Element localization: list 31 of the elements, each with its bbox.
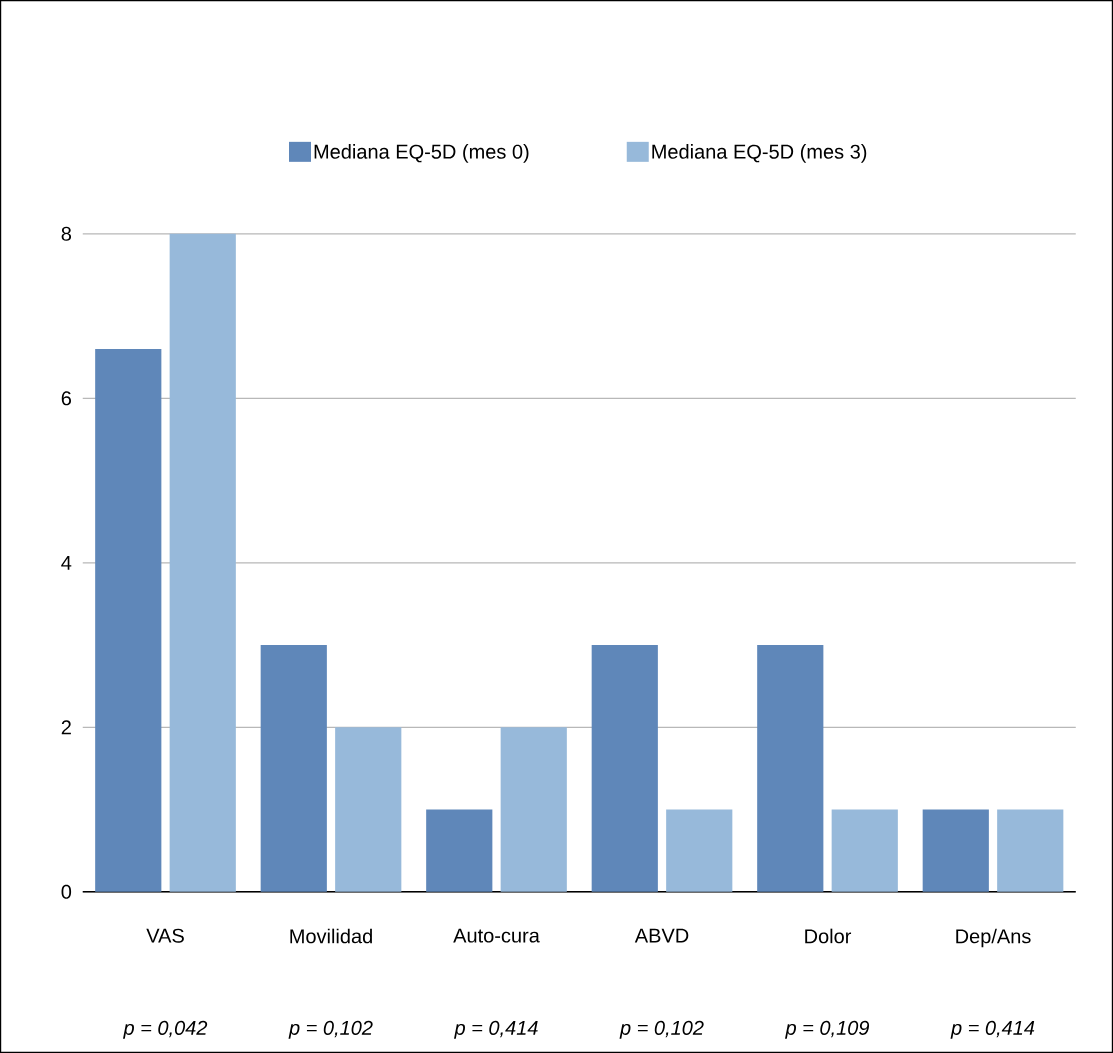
bar — [666, 809, 733, 892]
x-tick-label: ABVD — [634, 928, 689, 943]
text: p = 0,414 — [454, 1020, 538, 1039]
bar — [922, 809, 989, 892]
text: p = 0,414 — [950, 1020, 1035, 1039]
bar — [169, 233, 236, 892]
y-tick-label: 4 — [61, 555, 72, 570]
bar — [831, 809, 898, 892]
bar — [997, 809, 1064, 892]
bar — [260, 645, 327, 892]
text: p = 0,102 — [619, 1020, 704, 1039]
y-tick-label: 0 — [61, 884, 72, 899]
bar — [591, 645, 658, 892]
bar — [95, 348, 162, 892]
x-tick-label: Movilidad — [290, 928, 372, 944]
y-tick-label: 2 — [61, 720, 71, 735]
legend-label: Mediana EQ-5D (mes 3) — [652, 144, 867, 163]
bar — [500, 727, 567, 892]
legend-label: Mediana EQ-5D (mes 0) — [314, 144, 529, 163]
x-tick-label: VAS — [146, 928, 184, 943]
bar — [757, 645, 824, 892]
x-tick-label: Auto-cura — [453, 928, 540, 943]
text: p = 0,109 — [785, 1020, 870, 1039]
bar — [335, 727, 402, 892]
text: p = 0,102 — [288, 1020, 373, 1039]
x-tick-label: Dolor — [805, 928, 852, 944]
bar — [426, 809, 493, 892]
y-tick-label: 8 — [61, 226, 72, 241]
x-tick-label: Dep/Ans — [956, 928, 1031, 948]
y-tick-label: 6 — [61, 391, 72, 406]
text: p = 0,042 — [123, 1020, 208, 1039]
